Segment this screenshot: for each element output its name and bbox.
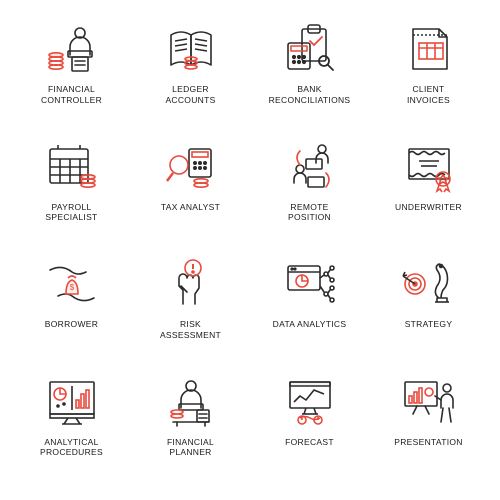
bank-reconciliations-icon [276, 18, 344, 80]
label: ANALYTICAL PROCEDURES [40, 437, 103, 458]
presentation-icon [395, 371, 463, 433]
cell-payroll-specialist: PAYROLL SPECIALIST [14, 136, 129, 248]
financial-planner-icon [157, 371, 225, 433]
label: BORROWER [45, 319, 98, 330]
cell-financial-controller: FINANCIAL CONTROLLER [14, 18, 129, 130]
cell-ledger-accounts: LEDGER ACCOUNTS [133, 18, 248, 130]
cell-bank-reconciliations: BANK RECONCILIATIONS [252, 18, 367, 130]
data-analytics-icon [276, 253, 344, 315]
ledger-accounts-icon [157, 18, 225, 80]
cell-tax-analyst: TAX ANALYST [133, 136, 248, 248]
label: CLIENT INVOICES [407, 84, 450, 105]
icon-grid: FINANCIAL CONTROLLER LEDGER AC [14, 18, 486, 482]
cell-strategy: STRATEGY [371, 253, 486, 365]
cell-underwriter: UNDERWRITER [371, 136, 486, 248]
label: FINANCIAL CONTROLLER [41, 84, 102, 105]
cell-analytical-procedures: ANALYTICAL PROCEDURES [14, 371, 129, 483]
cell-borrower: $ BORROWER [14, 253, 129, 365]
cell-financial-planner: FINANCIAL PLANNER [133, 371, 248, 483]
cell-data-analytics: DATA ANALYTICS [252, 253, 367, 365]
label: STRATEGY [405, 319, 453, 330]
label: FORECAST [285, 437, 334, 448]
financial-controller-icon [38, 18, 106, 80]
label: RISK ASSESSMENT [160, 319, 221, 340]
client-invoices-icon [395, 18, 463, 80]
label: PRESENTATION [394, 437, 462, 448]
label: UNDERWRITER [395, 202, 462, 213]
payroll-specialist-icon [38, 136, 106, 198]
cell-remote-position: REMOTE POSITION [252, 136, 367, 248]
analytical-procedures-icon [38, 371, 106, 433]
label: DATA ANALYTICS [273, 319, 347, 330]
underwriter-icon [395, 136, 463, 198]
strategy-icon [395, 253, 463, 315]
svg-text:$: $ [69, 283, 74, 292]
label: LEDGER ACCOUNTS [165, 84, 215, 105]
label: TAX ANALYST [161, 202, 220, 213]
cell-forecast: FORECAST [252, 371, 367, 483]
label: FINANCIAL PLANNER [167, 437, 214, 458]
risk-assessment-icon [157, 253, 225, 315]
label: REMOTE POSITION [288, 202, 331, 223]
label: PAYROLL SPECIALIST [45, 202, 97, 223]
remote-position-icon [276, 136, 344, 198]
cell-presentation: PRESENTATION [371, 371, 486, 483]
cell-client-invoices: CLIENT INVOICES [371, 18, 486, 130]
cell-risk-assessment: RISK ASSESSMENT [133, 253, 248, 365]
tax-analyst-icon [157, 136, 225, 198]
forecast-icon [276, 371, 344, 433]
borrower-icon: $ [38, 253, 106, 315]
label: BANK RECONCILIATIONS [269, 84, 351, 105]
